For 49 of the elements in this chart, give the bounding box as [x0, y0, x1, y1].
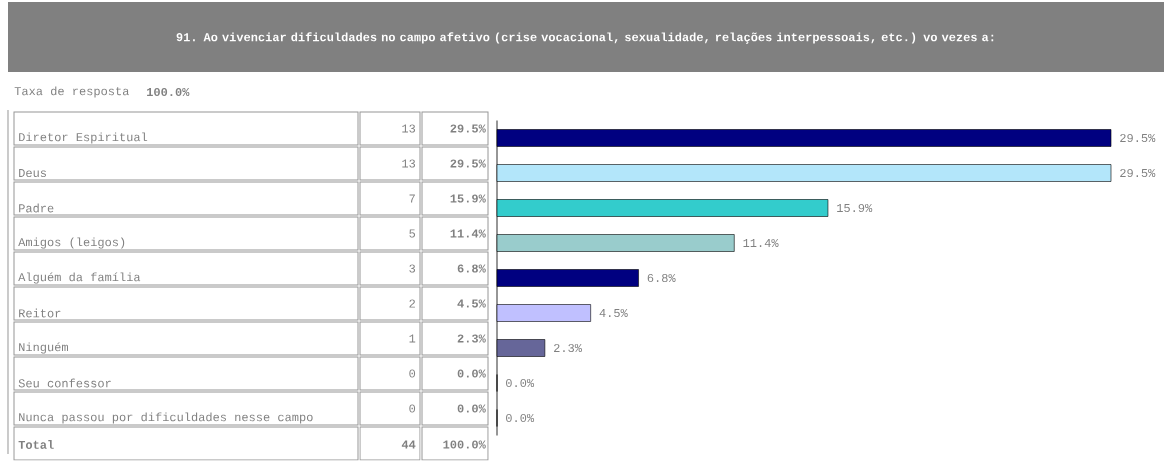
- text: 0.0%: [506, 379, 535, 388]
- text: 11.4%: [743, 239, 779, 248]
- text: 7: [409, 194, 415, 203]
- y-tick-label: Diretor Espiritual: [19, 132, 148, 144]
- text: Total: [18, 440, 54, 450]
- text: 29.5%: [1120, 134, 1156, 143]
- text: 100.0%: [443, 440, 486, 449]
- y-tick-label: Reitor: [19, 308, 61, 318]
- data-label: 15.9%: [450, 194, 486, 203]
- text: 0: [409, 404, 416, 413]
- text: 2: [409, 299, 415, 308]
- text: 5: [409, 229, 416, 238]
- bar: [496, 234, 735, 253]
- text: 0.0%: [506, 414, 535, 423]
- bar: [496, 129, 1112, 148]
- bar: [496, 339, 546, 358]
- chart-title: 91. Ao vivenciar dificuldades no campo afetivo (crise vocacional, sexualidade, relações interpessoais, etc.) vo vezes a:: [176, 32, 994, 44]
- bar: [496, 269, 639, 288]
- text: 13: [402, 124, 416, 133]
- text: 2.3%: [554, 344, 582, 353]
- text: 4.5%: [599, 309, 628, 318]
- y-tick-label: Alguém da família: [18, 272, 141, 284]
- data-label: 29.5%: [450, 124, 486, 133]
- text: Taxa de resposta: [14, 86, 129, 98]
- data-label: 11.4%: [450, 229, 486, 238]
- text: 3: [409, 264, 416, 273]
- y-tick-label: Ninguém: [19, 342, 68, 354]
- data-label: 0.0%: [457, 369, 486, 378]
- text: 100.0%: [147, 88, 190, 97]
- text: 13: [402, 159, 416, 168]
- bar: [496, 304, 591, 323]
- data-label: 4.5%: [457, 299, 486, 308]
- y-tick-label: Seu confessor: [18, 378, 111, 388]
- data-label: 29.5%: [450, 159, 486, 168]
- data-label: 2.3%: [457, 334, 486, 343]
- bar: [496, 164, 1112, 183]
- data-label: 0.0%: [457, 404, 486, 413]
- y-tick-label: Nunca passou por dificuldades nesse campo: [19, 412, 313, 424]
- text: 6.8%: [647, 274, 676, 283]
- text: 0: [409, 369, 416, 378]
- text: 15.9%: [837, 204, 873, 213]
- text: 1: [409, 334, 416, 343]
- y-tick-label: Amigos (leigos): [18, 237, 125, 249]
- bar: [496, 199, 829, 218]
- text: 29.5%: [1120, 169, 1156, 178]
- data-label: 6.8%: [457, 264, 486, 273]
- text: 44: [401, 440, 416, 449]
- y-tick-label: Padre: [19, 203, 54, 213]
- y-tick-label: Deus: [19, 169, 46, 178]
